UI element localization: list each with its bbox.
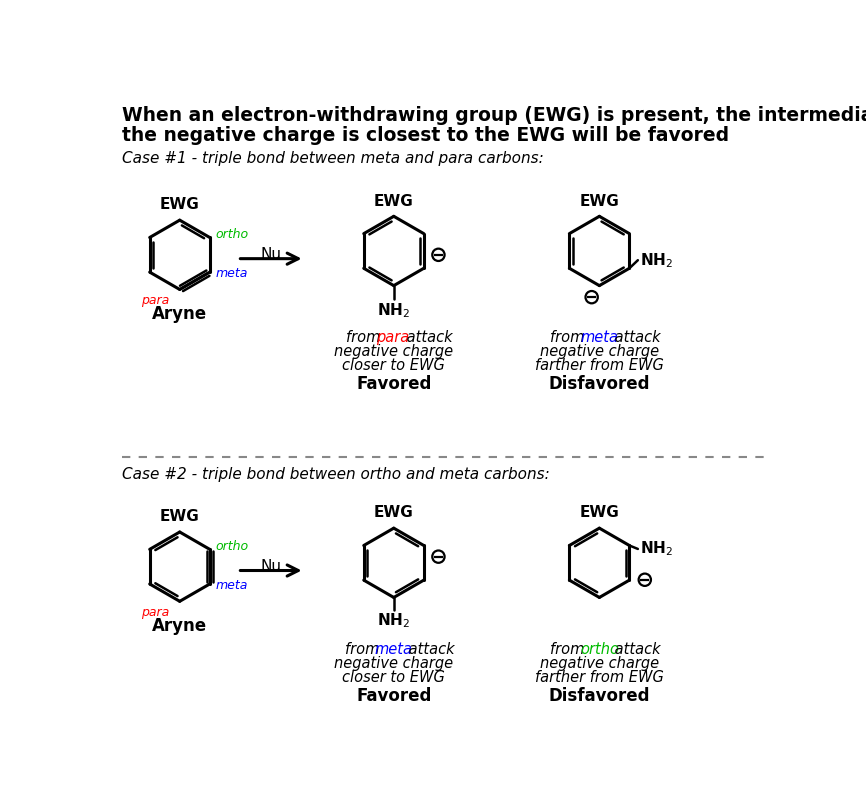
Text: EWG: EWG (374, 194, 414, 208)
Text: para: para (141, 294, 170, 307)
Text: meta: meta (375, 642, 413, 657)
Text: negative charge: negative charge (540, 656, 659, 671)
Text: attack: attack (610, 330, 660, 345)
Text: negative charge: negative charge (540, 344, 659, 359)
Text: ortho: ortho (215, 540, 249, 553)
Text: attack: attack (402, 330, 453, 345)
Text: NH$_2$: NH$_2$ (640, 250, 673, 270)
Text: Disfavored: Disfavored (549, 687, 650, 705)
Text: Favored: Favored (356, 375, 431, 393)
Text: meta: meta (215, 267, 248, 280)
Text: negative charge: negative charge (334, 656, 453, 671)
Text: para: para (377, 330, 410, 345)
Text: Disfavored: Disfavored (549, 375, 650, 393)
Text: attack: attack (404, 642, 455, 657)
Text: the negative charge is closest to the EWG will be favored: the negative charge is closest to the EW… (122, 126, 729, 145)
Text: from: from (346, 330, 385, 345)
Text: Favored: Favored (356, 687, 431, 705)
Text: EWG: EWG (579, 506, 619, 520)
Text: NH$_2$: NH$_2$ (640, 540, 673, 558)
Text: negative charge: negative charge (334, 344, 453, 359)
Text: Case #2 - triple bond between ortho and meta carbons:: Case #2 - triple bond between ortho and … (122, 466, 550, 482)
Text: from: from (550, 330, 589, 345)
Text: EWG: EWG (160, 509, 199, 524)
Text: NH$_2$: NH$_2$ (378, 612, 410, 630)
Text: para: para (141, 606, 170, 619)
Text: farther from EWG: farther from EWG (535, 358, 664, 373)
Text: ortho: ortho (580, 642, 619, 657)
Text: farther from EWG: farther from EWG (535, 670, 664, 685)
Text: ortho: ortho (215, 228, 249, 241)
Text: When an electron-withdrawing group (EWG) is present, the intermediate where: When an electron-withdrawing group (EWG)… (122, 106, 866, 125)
Text: EWG: EWG (374, 506, 414, 520)
Text: meta: meta (580, 330, 618, 345)
Text: Aryne: Aryne (152, 617, 207, 635)
Text: closer to EWG: closer to EWG (342, 670, 445, 685)
Text: Nu: Nu (260, 559, 281, 574)
Text: from: from (345, 642, 384, 657)
Text: Nu: Nu (260, 247, 281, 262)
Text: NH$_2$: NH$_2$ (378, 301, 410, 320)
Text: attack: attack (610, 642, 661, 657)
Text: EWG: EWG (579, 194, 619, 208)
Text: from: from (550, 642, 589, 657)
Text: Aryne: Aryne (152, 305, 207, 323)
Text: EWG: EWG (160, 197, 199, 213)
Text: meta: meta (215, 579, 248, 592)
Text: closer to EWG: closer to EWG (342, 358, 445, 373)
Text: Case #1 - triple bond between meta and para carbons:: Case #1 - triple bond between meta and p… (122, 151, 544, 166)
